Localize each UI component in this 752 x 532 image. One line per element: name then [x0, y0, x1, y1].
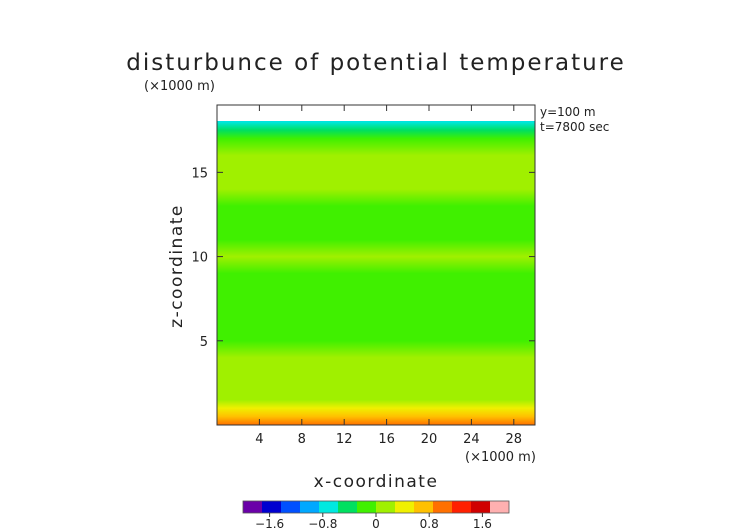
colorbar: −1.6 −0.8 0 0.8 1.6 — [242, 500, 510, 531]
x-axis-unit: (×1000 m) — [465, 450, 536, 465]
plot-area — [216, 104, 536, 426]
colorbar-tick-label: −1.6 — [255, 517, 284, 531]
annotation-y-position: y=100 m — [540, 105, 596, 119]
x-tick-label: 4 — [255, 432, 263, 447]
y-axis-unit: (×1000 m) — [144, 79, 215, 94]
x-tick-label: 20 — [421, 432, 438, 447]
y-tick-label: 15 — [191, 166, 208, 181]
colorbar-tick-label: 1.6 — [473, 517, 492, 531]
x-tick-label: 28 — [506, 432, 523, 447]
x-axis-label: x-coordinate — [314, 472, 439, 492]
annotation-time: t=7800 sec — [540, 120, 609, 134]
heatmap-field — [217, 105, 535, 425]
colorbar-ticks: −1.6 −0.8 0 0.8 1.6 — [255, 513, 492, 531]
y-tick-label: 10 — [191, 251, 208, 266]
colorbar-tick-label: −0.8 — [308, 517, 337, 531]
x-tick-label: 12 — [336, 432, 353, 447]
annotations: y=100 m t=7800 sec — [540, 105, 609, 134]
x-tick-label: 8 — [298, 432, 306, 447]
y-tick-label: 5 — [200, 335, 208, 350]
x-tick-label: 16 — [378, 432, 395, 447]
x-tick-label: 24 — [463, 432, 480, 447]
x-axis-ticks: 4 8 12 16 20 24 28 — [255, 105, 522, 447]
heatmap-blank-top — [217, 105, 535, 121]
colorbar-tick-label: 0.8 — [420, 517, 439, 531]
y-axis-label: z-coordinate — [167, 204, 187, 328]
chart-title: disturbunce of potential temperature — [126, 50, 626, 76]
y-axis-ticks: 5 10 15 — [191, 166, 535, 350]
plot-frame — [216, 104, 536, 426]
colorbar-scale — [242, 500, 510, 514]
colorbar-tick-label: 0 — [372, 517, 380, 531]
